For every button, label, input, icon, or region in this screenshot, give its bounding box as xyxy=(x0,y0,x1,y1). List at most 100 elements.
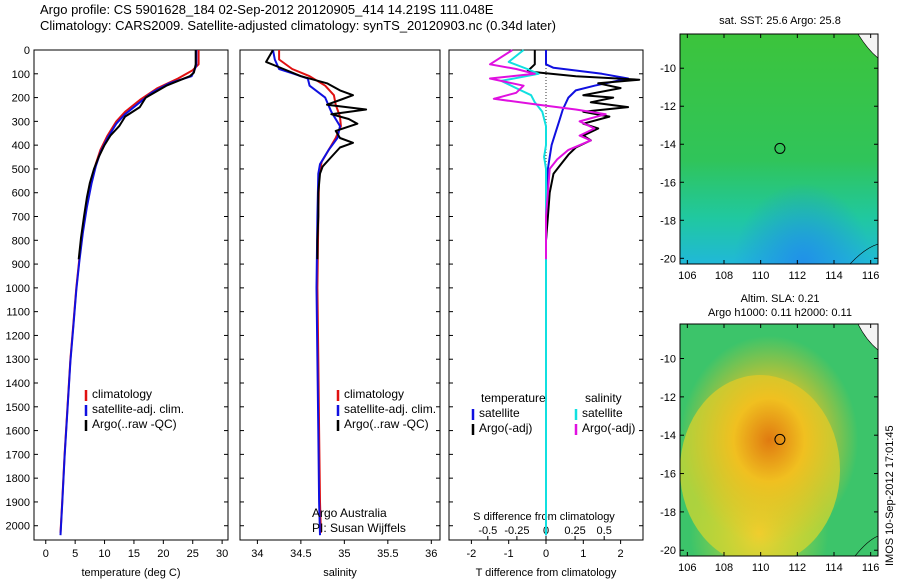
depth-tick-label: 700 xyxy=(12,212,30,224)
salinity-xtick-label: 34.5 xyxy=(290,548,311,560)
sla-map-argo-marker xyxy=(774,433,786,445)
difference-series-2 xyxy=(526,50,641,260)
depth-tick-label: 1900 xyxy=(6,497,30,509)
salinity-series-3 xyxy=(265,49,368,260)
sla-map-xtick-label: 114 xyxy=(825,562,843,574)
depth-tick-label: 1800 xyxy=(6,473,30,485)
sst-map-ytick-label: -12 xyxy=(660,101,676,113)
sst-map-ytick-label: -16 xyxy=(660,177,676,189)
salinity-axes-frame xyxy=(239,49,441,541)
difference-s-tick-label: -0.25 xyxy=(504,525,529,537)
salinity-xtick-label: 34 xyxy=(251,548,263,560)
sla-map-xtick-label: 108 xyxy=(715,562,733,574)
temperature-xtick-label: 30 xyxy=(216,548,228,560)
depth-tick-label: 800 xyxy=(12,235,30,247)
depth-tick-label: 900 xyxy=(12,259,30,271)
depth-tick-label: 0 xyxy=(24,45,30,57)
temperature-legend-label: Argo(..raw -QC) xyxy=(92,417,177,431)
salinity-xtick-label: 36 xyxy=(425,548,437,560)
depth-tick-label: 400 xyxy=(12,140,30,152)
difference-series-4 xyxy=(489,49,607,260)
difference-legend-title-salinity: salinity xyxy=(585,391,622,405)
sla-map-xtick-label: 116 xyxy=(862,562,880,574)
depth-tick-label: 1400 xyxy=(6,378,30,390)
temperature-xtick-label: 25 xyxy=(187,548,199,560)
difference-legend-label: satellite xyxy=(582,406,623,420)
sst-map-xtick-label: 114 xyxy=(825,270,843,282)
sst-map-xtick-label: 116 xyxy=(862,270,880,282)
salinity-xlabel: salinity xyxy=(323,567,357,579)
difference-legend-label: Argo(-adj) xyxy=(582,421,635,435)
figure-title-line2: Climatology: CARS2009. Satellite-adjuste… xyxy=(40,18,556,33)
sst-map-xtick-label: 108 xyxy=(715,270,733,282)
sla-map-subtitle: Argo h1000: 0.11 h2000: 0.11 xyxy=(708,307,852,319)
temperature-axes-frame xyxy=(33,49,229,541)
figure-title-line1: Argo profile: CS 5901628_184 02-Sep-2012… xyxy=(40,2,494,17)
difference-series-3 xyxy=(500,49,547,536)
salinity-legend-label: satellite-adj. clim. xyxy=(344,402,436,416)
difference-xtick-label: -2 xyxy=(466,548,476,560)
difference-s-tick-label: -0.5 xyxy=(478,525,497,537)
imos-timestamp-label: IMOS 10-Sep-2012 17:01:45 xyxy=(884,425,896,566)
depth-tick-label: 200 xyxy=(12,93,30,105)
sla-map-xtick-label: 106 xyxy=(678,562,696,574)
depth-tick-label: 1200 xyxy=(6,330,30,342)
sla-map-ytick-label: -20 xyxy=(660,545,676,557)
temperature-xtick-label: 5 xyxy=(72,548,78,560)
difference-s-tick-label: 0.5 xyxy=(597,525,612,537)
depth-tick-label: 1700 xyxy=(6,449,30,461)
salinity-series-1 xyxy=(278,50,342,533)
difference-s-axis-label: S difference from climatology xyxy=(473,511,615,523)
sla-map-ytick-label: -10 xyxy=(660,354,676,366)
temperature-series-1 xyxy=(59,50,200,533)
temperature-xtick-label: 20 xyxy=(157,548,169,560)
salinity-legend-label: Argo(..raw -QC) xyxy=(344,417,429,431)
sla-map-xtick-label: 110 xyxy=(752,562,770,574)
sst-map-ytick-label: -20 xyxy=(660,253,676,265)
salinity-annotation: PI: Susan Wijffels xyxy=(312,521,406,535)
temperature-xtick-label: 10 xyxy=(98,548,110,560)
sst-map-ytick-label: -10 xyxy=(660,63,676,75)
difference-legend-title-temperature: temperature xyxy=(481,391,546,405)
depth-tick-label: 1300 xyxy=(6,354,30,366)
difference-s-tick-label: 0.25 xyxy=(564,525,585,537)
temperature-xtick-label: 0 xyxy=(43,548,49,560)
sst-map-title: sat. SST: 25.6 Argo: 25.8 xyxy=(719,15,841,27)
sst-map-field xyxy=(680,34,878,264)
sla-map-frame xyxy=(679,323,879,557)
depth-tick-label: 1100 xyxy=(6,307,30,319)
depth-tick-label: 1500 xyxy=(6,402,30,414)
salinity-xtick-label: 35 xyxy=(338,548,350,560)
temperature-series-2 xyxy=(59,50,198,536)
difference-xtick-label: -1 xyxy=(504,548,514,560)
difference-xlabel: T difference from climatology xyxy=(476,567,617,579)
depth-tick-label: 300 xyxy=(12,116,30,128)
depth-tick-label: 1000 xyxy=(6,283,30,295)
difference-legend-label: satellite xyxy=(479,406,520,420)
sla-map-ytick-label: -16 xyxy=(660,469,676,481)
temperature-series-3 xyxy=(77,50,197,260)
sst-map-frame xyxy=(679,33,879,265)
sla-map-ytick-label: -18 xyxy=(660,507,676,519)
salinity-annotation: Argo Australia xyxy=(312,506,387,520)
salinity-series-2 xyxy=(272,49,341,536)
difference-legend-label: Argo(-adj) xyxy=(479,421,532,435)
depth-tick-label: 1600 xyxy=(6,426,30,438)
sla-map-field xyxy=(680,324,878,556)
sla-map-ytick-label: -12 xyxy=(660,392,676,404)
temperature-xlabel: temperature (deg C) xyxy=(81,567,180,579)
depth-tick-label: 100 xyxy=(12,69,30,81)
sla-map-title: Altim. SLA: 0.21 xyxy=(741,293,820,305)
sst-map-ytick-label: -14 xyxy=(660,139,676,151)
difference-xtick-label: 0 xyxy=(543,548,549,560)
salinity-xtick-label: 35.5 xyxy=(377,548,398,560)
sla-map-ytick-label: -14 xyxy=(660,430,676,442)
sla-map-xtick-label: 112 xyxy=(789,562,807,574)
temperature-xtick-label: 15 xyxy=(128,548,140,560)
sst-map-xtick-label: 106 xyxy=(678,270,696,282)
temperature-legend-label: climatology xyxy=(92,387,152,401)
temperature-legend-label: satellite-adj. clim. xyxy=(92,402,184,416)
difference-xtick-label: 1 xyxy=(580,548,586,560)
sst-map-xtick-label: 112 xyxy=(789,270,807,282)
